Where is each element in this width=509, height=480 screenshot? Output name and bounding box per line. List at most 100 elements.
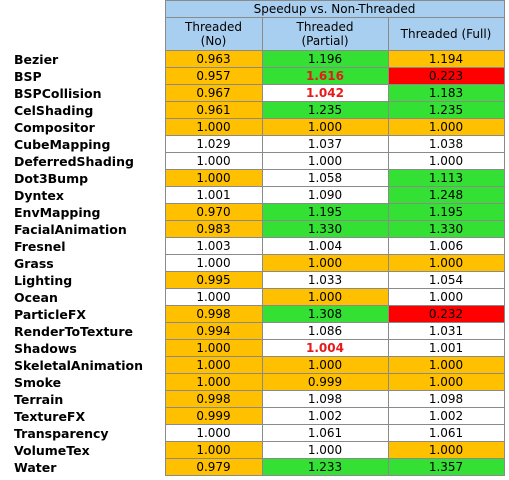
value-cell: 0.223 (387, 67, 505, 85)
table-row: Water 0.979 1.233 1.357 (12, 458, 505, 476)
value-cell: 1.196 (261, 50, 389, 68)
value-cell: 1.000 (261, 288, 389, 306)
row-label: Dyntex (14, 187, 64, 203)
value-cell: 0.998 (164, 390, 263, 408)
value-cell: 1.000 (164, 169, 263, 187)
row-label: BSPCollision (14, 85, 102, 101)
value-cell: 1.038 (387, 135, 505, 153)
value-cell: 1.000 (261, 254, 389, 272)
value-cell: 1.000 (387, 152, 505, 170)
value-cell: 1.000 (164, 356, 263, 374)
value-cell: 1.000 (387, 254, 505, 272)
value-cell: 1.000 (261, 152, 389, 170)
value-cell: 1.330 (387, 220, 505, 238)
row-label: Grass (14, 255, 54, 271)
row-label: Compositor (14, 119, 95, 135)
row-label: Terrain (14, 391, 64, 407)
row-label: VolumeTex (14, 442, 90, 458)
row-label: CelShading (14, 102, 94, 118)
corner (12, 1, 165, 18)
row-label: ParticleFX (14, 306, 87, 322)
column-header: Threaded (Full) (387, 17, 505, 51)
value-cell: 1.000 (261, 356, 389, 374)
table-row: Grass 1.000 1.000 1.000 (12, 254, 505, 272)
value-cell: 0.999 (164, 407, 263, 425)
table-row: Dyntex 1.001 1.090 1.248 (12, 186, 505, 204)
row-label: Dot3Bump (14, 170, 89, 186)
value-cell: 1.001 (387, 339, 505, 357)
value-cell: 1.004 (261, 339, 389, 357)
table-row: Bezier 0.963 1.196 1.194 (12, 50, 505, 68)
value-cell: 1.000 (261, 118, 389, 136)
value-cell: 1.195 (387, 203, 505, 221)
value-cell: 1.308 (261, 305, 389, 323)
row-label: Water (14, 459, 57, 475)
table-row: Lighting 0.995 1.033 1.054 (12, 271, 505, 289)
value-cell: 1.000 (261, 441, 389, 459)
row-label: SkeletalAnimation (14, 357, 143, 373)
value-cell: 1.248 (387, 186, 505, 204)
table-title: Speedup vs. Non-Threaded (164, 0, 505, 18)
value-cell: 1.000 (164, 339, 263, 357)
value-cell: 1.002 (261, 407, 389, 425)
value-cell: 0.963 (164, 50, 263, 68)
table-row: DeferredShading 1.000 1.000 1.000 (12, 152, 505, 170)
table-row: CubeMapping 1.029 1.037 1.038 (12, 135, 505, 153)
value-cell: 1.000 (387, 373, 505, 391)
value-cell: 1.183 (387, 84, 505, 102)
value-cell: 1.000 (387, 118, 505, 136)
value-cell: 1.000 (164, 152, 263, 170)
table-row: SkeletalAnimation 1.000 1.000 1.000 (12, 356, 505, 374)
table-row: BSP 0.957 1.616 0.223 (12, 67, 505, 85)
value-cell: 1.002 (387, 407, 505, 425)
value-cell: 1.616 (261, 67, 389, 85)
row-label: EnvMapping (14, 204, 101, 220)
value-cell: 1.357 (387, 458, 505, 476)
table-row: RenderToTexture 0.994 1.086 1.031 (12, 322, 505, 340)
row-label: BSP (14, 68, 42, 84)
value-cell: 0.999 (261, 373, 389, 391)
table-row: Fresnel 1.003 1.004 1.006 (12, 237, 505, 255)
value-cell: 0.983 (164, 220, 263, 238)
table-row: ParticleFX 0.998 1.308 0.232 (12, 305, 505, 323)
value-cell: 1.042 (261, 84, 389, 102)
table-row: Shadows 1.000 1.004 1.001 (12, 339, 505, 357)
speedup-table: Speedup vs. Non-Threaded Threaded (No) Th… (12, 0, 505, 476)
value-cell: 1.330 (261, 220, 389, 238)
value-cell: 0.232 (387, 305, 505, 323)
corner (12, 18, 165, 51)
row-label: RenderToTexture (14, 323, 133, 339)
value-cell: 1.058 (261, 169, 389, 187)
value-cell: 0.967 (164, 84, 263, 102)
value-cell: 1.233 (261, 458, 389, 476)
table-row: Compositor 1.000 1.000 1.000 (12, 118, 505, 136)
row-label: Fresnel (14, 238, 66, 254)
value-cell: 1.054 (387, 271, 505, 289)
value-cell: 1.037 (261, 135, 389, 153)
value-cell: 1.194 (387, 50, 505, 68)
row-label: Smoke (14, 374, 62, 390)
table-row: Ocean 1.000 1.000 1.000 (12, 288, 505, 306)
table-row: FacialAnimation 0.983 1.330 1.330 (12, 220, 505, 238)
value-cell: 0.957 (164, 67, 263, 85)
value-cell: 1.000 (164, 441, 263, 459)
value-cell: 1.098 (261, 390, 389, 408)
value-cell: 1.113 (387, 169, 505, 187)
value-cell: 1.003 (164, 237, 263, 255)
value-cell: 1.000 (387, 356, 505, 374)
row-label: Transparency (14, 425, 109, 441)
value-cell: 0.995 (164, 271, 263, 289)
value-cell: 1.006 (387, 237, 505, 255)
table-row: Transparency 1.000 1.061 1.061 (12, 424, 505, 442)
value-cell: 0.998 (164, 305, 263, 323)
row-label: CubeMapping (14, 136, 111, 152)
table-row: CelShading 0.961 1.235 1.235 (12, 101, 505, 119)
value-cell: 0.961 (164, 101, 263, 119)
row-label: TextureFX (14, 408, 86, 424)
value-cell: 1.061 (387, 424, 505, 442)
column-header: Threaded (No) (164, 17, 263, 51)
value-cell: 0.994 (164, 322, 263, 340)
value-cell: 1.004 (261, 237, 389, 255)
table-row: TextureFX 0.999 1.002 1.002 (12, 407, 505, 425)
